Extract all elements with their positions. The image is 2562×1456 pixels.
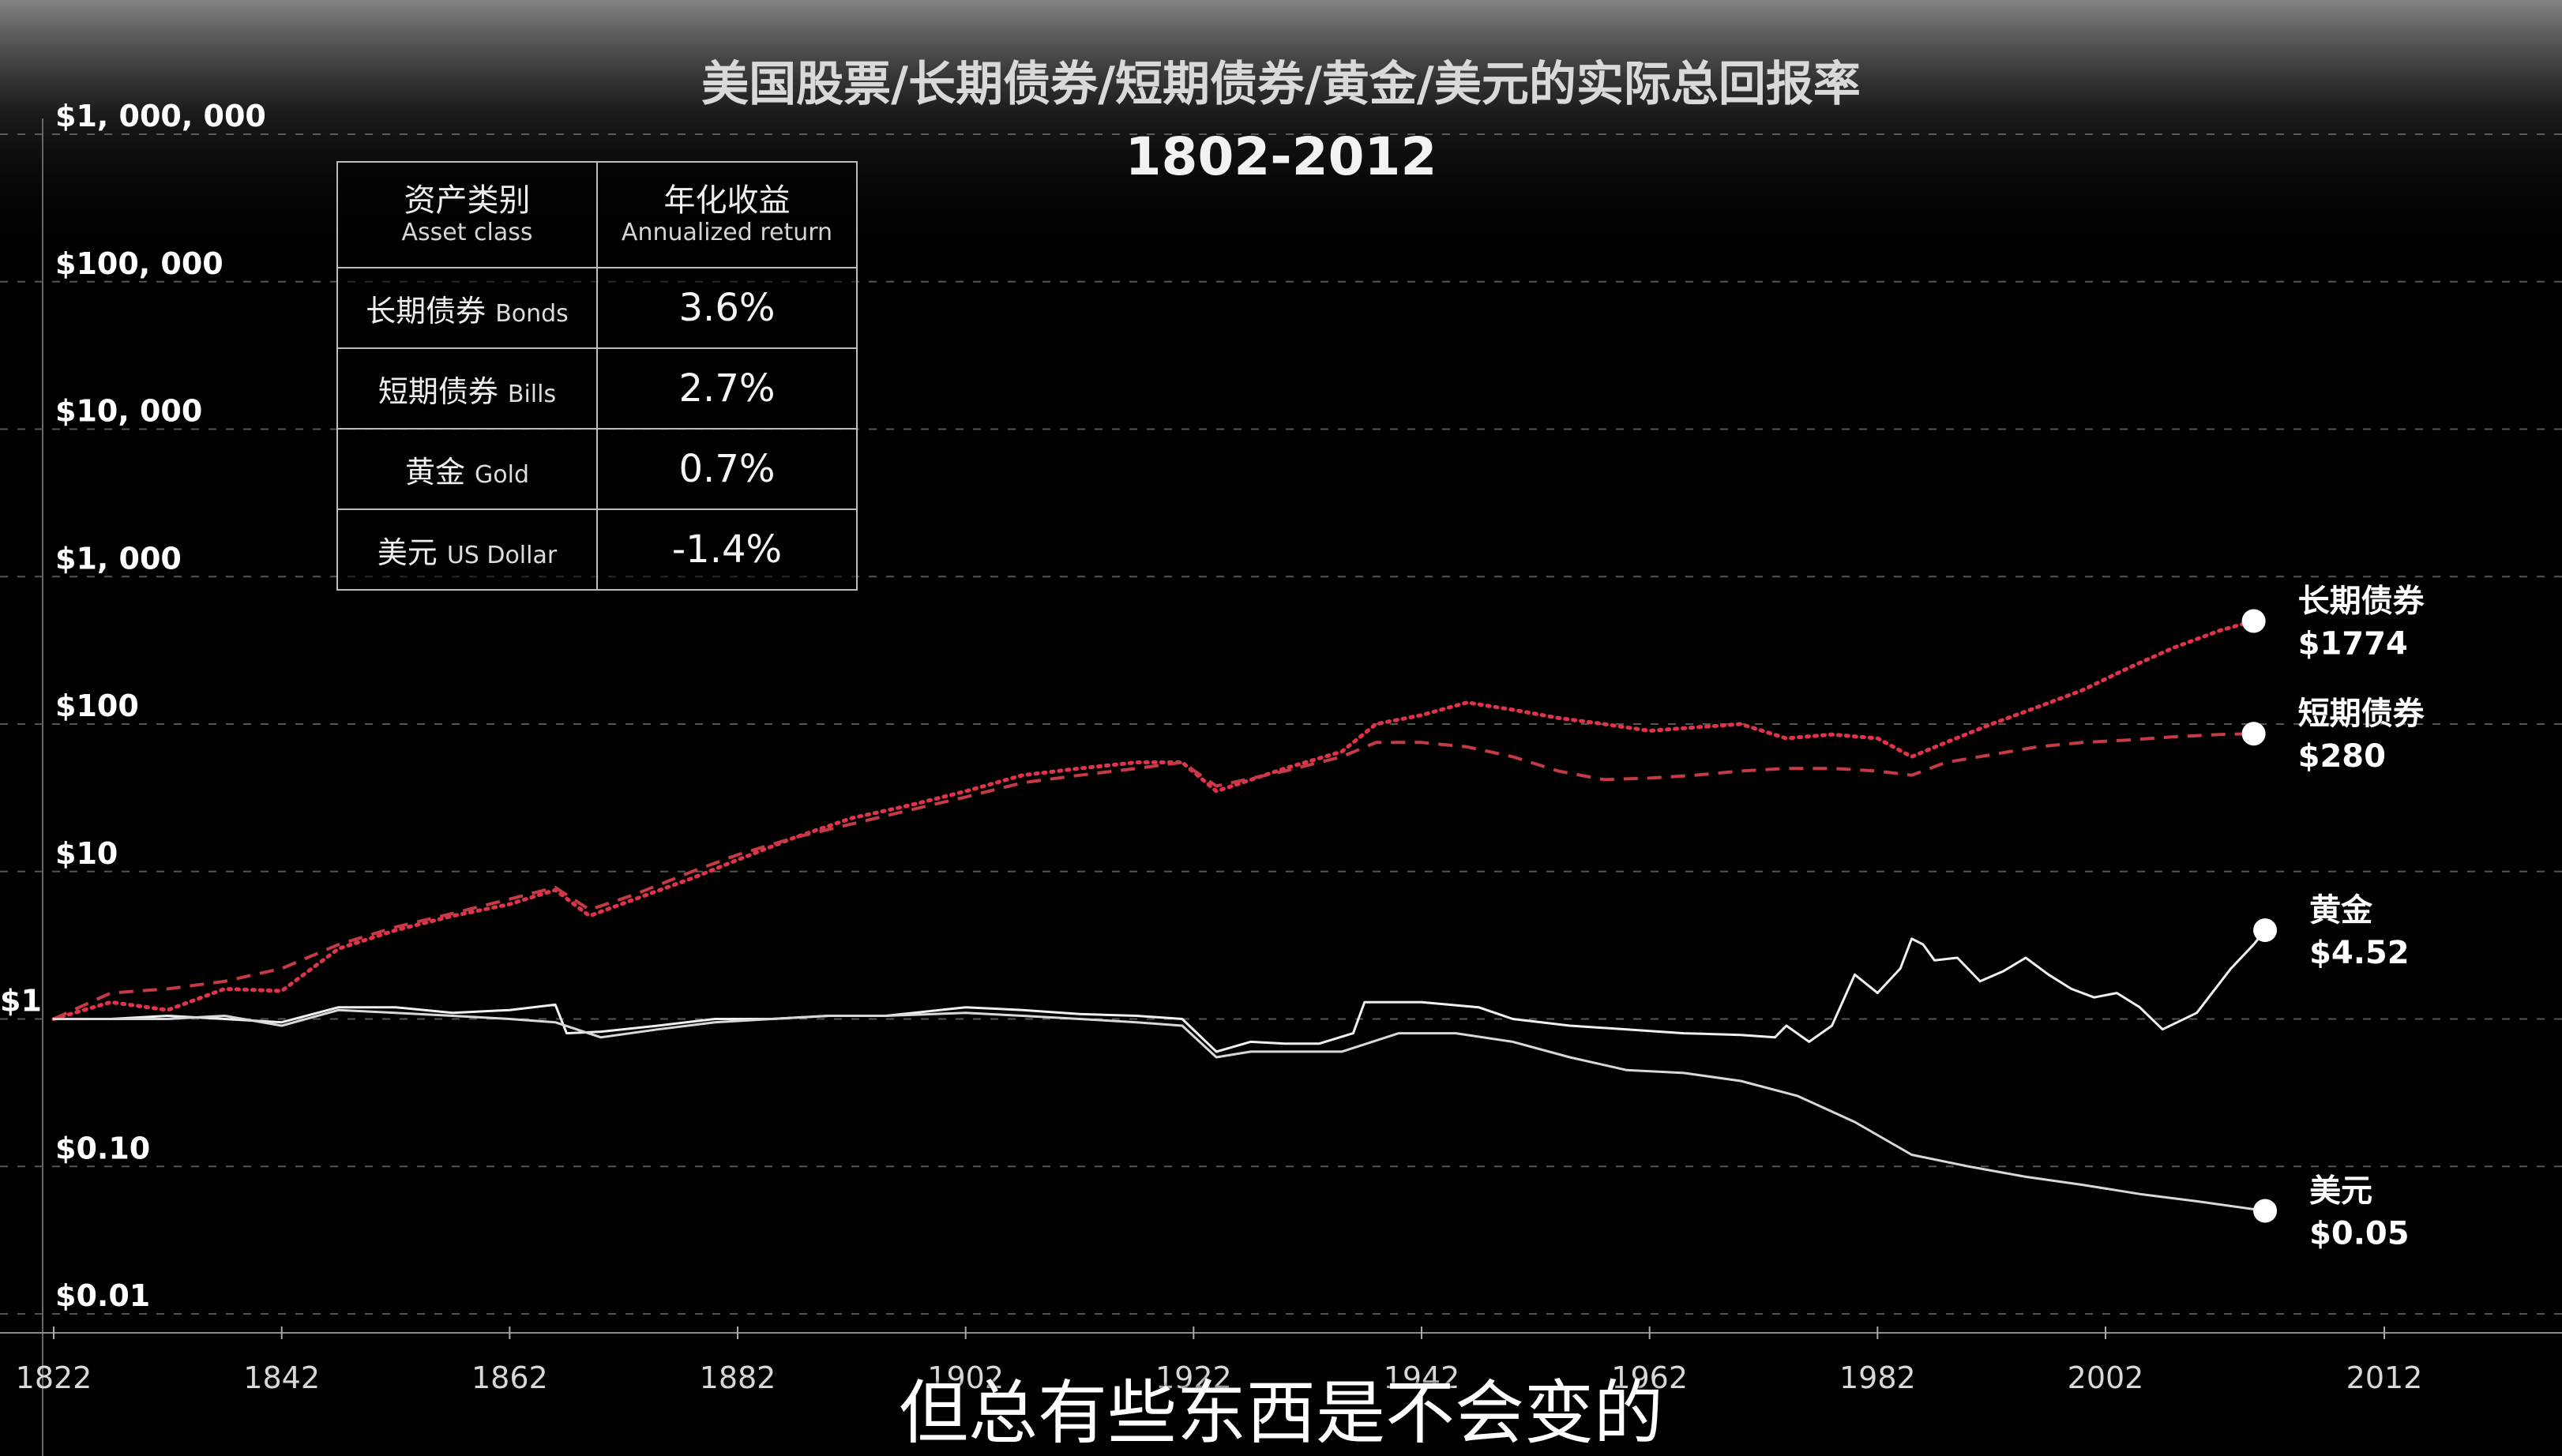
x-tick-label: 1822: [16, 1360, 92, 1395]
asset-class-en: Gold: [475, 460, 529, 489]
video-subtitle-caption: 但总有些东西是不会变的: [898, 1372, 1663, 1454]
y-tick-label: $1: [0, 984, 42, 1019]
asset-class-en: Bonds: [495, 299, 569, 328]
asset-class-en: Bills: [507, 380, 557, 408]
return-cell: -1.4%: [596, 508, 858, 591]
series-value-label: $4.52: [2309, 935, 2410, 971]
asset-class-header: 资产类别 Asset class: [336, 161, 598, 268]
return-value: -1.4%: [671, 527, 783, 572]
x-tick-label: 1882: [700, 1360, 776, 1395]
x-tick-label: 1862: [471, 1360, 548, 1395]
table-row: 短期债券 Bills 2.7%: [336, 347, 858, 430]
return-cell: 0.7%: [596, 428, 858, 510]
series-line: [52, 1008, 2267, 1212]
x-tick-label: 1842: [243, 1360, 320, 1395]
asset-class-zh: 长期债券: [366, 293, 486, 328]
table-row: 长期债券 Bonds 3.6%: [336, 267, 858, 349]
y-tick-label: $0.10: [55, 1131, 150, 1165]
series-name-label: 短期债券: [2298, 696, 2425, 732]
chart-subtitle: 1802-2012: [1125, 126, 1437, 187]
returns-table-header: 资产类别 Asset class 年化收益 Annualized return: [336, 161, 858, 268]
x-tick-label: 2012: [2346, 1360, 2423, 1395]
y-tick-label: $0.01: [55, 1278, 150, 1313]
series-end-marker: [2253, 1199, 2278, 1223]
x-tick-label: 1922: [1155, 1360, 1232, 1395]
series-value-label: $1774: [2298, 625, 2408, 662]
asset-class-header-zh: 资产类别: [404, 182, 531, 219]
asset-class-zh: 美元: [377, 535, 438, 570]
return-cell: 3.6%: [596, 267, 858, 349]
chart-title: 美国股票/长期债券/短期债券/黄金/美元的实际总回报率: [701, 57, 1861, 112]
y-tick-label: $100, 000: [55, 246, 224, 281]
asset-class-zh: 黄金: [405, 454, 466, 490]
annualized-return-header: 年化收益 Annualized return: [596, 161, 858, 268]
return-value: 2.7%: [678, 366, 776, 411]
asset-class-header-en: Asset class: [401, 219, 533, 246]
series-name-label: 黄金: [2309, 892, 2373, 929]
series-name-label: 长期债券: [2298, 583, 2425, 619]
y-tick-label: $10: [55, 836, 118, 871]
asset-class-cell: 黄金 Gold: [336, 428, 598, 510]
x-tick-label: 2002: [2068, 1360, 2144, 1395]
series-value-label: $280: [2298, 738, 2386, 775]
table-row: 美元 US Dollar -1.4%: [336, 508, 858, 591]
asset-class-cell: 美元 US Dollar: [336, 508, 598, 591]
series-name-label: 美元: [2309, 1173, 2372, 1209]
series-end-marker: [2241, 609, 2266, 633]
annualized-return-header-zh: 年化收益: [663, 182, 791, 219]
series-line: [52, 929, 2267, 1053]
table-row: 黄金 Gold 0.7%: [336, 428, 858, 510]
y-tick-label: $10, 000: [55, 394, 202, 429]
y-tick-label: $100: [55, 689, 139, 723]
x-tick-label: 1942: [1384, 1360, 1460, 1395]
return-cell: 2.7%: [596, 347, 858, 430]
series-line: [53, 732, 2254, 1021]
series-end-marker: [2241, 722, 2266, 746]
asset-class-cell: 长期债券 Bonds: [336, 267, 598, 349]
y-tick-label: $1, 000: [55, 541, 182, 576]
y-tick-label: $1, 000, 000: [55, 99, 266, 133]
x-tick-label: 1962: [1611, 1360, 1688, 1395]
asset-class-cell: 短期债券 Bills: [336, 347, 598, 430]
series-line: [51, 619, 2256, 1021]
returns-table: 资产类别 Asset class 年化收益 Annualized return …: [336, 161, 858, 591]
series-value-label: $0.05: [2309, 1215, 2410, 1251]
series-end-marker: [2253, 918, 2278, 943]
return-value: 0.7%: [678, 447, 776, 491]
x-tick-label: 1902: [927, 1360, 1004, 1395]
asset-class-en: US Dollar: [446, 541, 558, 569]
annualized-return-header-en: Annualized return: [621, 219, 833, 246]
return-value: 3.6%: [678, 286, 776, 330]
asset-class-zh: 短期债券: [378, 373, 498, 409]
x-tick-label: 1982: [1839, 1360, 1916, 1395]
